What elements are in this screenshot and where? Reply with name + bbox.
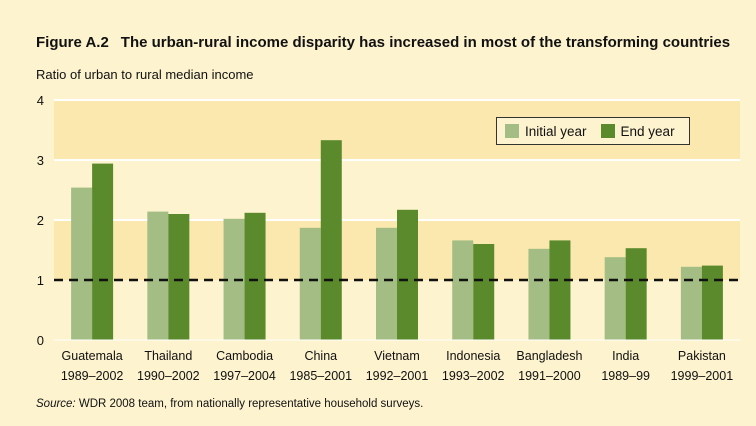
y-tick-label: 1 [37, 273, 44, 288]
figure-title: Figure A.2 The urban-rural income dispari… [36, 34, 730, 51]
x-tick-label: China [304, 349, 337, 363]
x-tick-label: Bangladesh [516, 349, 582, 363]
x-tick-period: 1992–2001 [366, 369, 429, 383]
chart-legend: Initial year End year [496, 117, 690, 145]
x-tick-period: 1990–2002 [137, 369, 200, 383]
y-tick-label: 4 [37, 93, 44, 108]
figure-number: Figure A.2 [36, 34, 109, 51]
bar-end-guatemala [92, 163, 114, 340]
x-tick-label: Thailand [144, 349, 192, 363]
bar-initial-pakistan [680, 266, 702, 340]
x-tick-period: 1985–2001 [289, 369, 352, 383]
x-tick-period: 1999–2001 [671, 369, 734, 383]
legend-swatch-end [600, 124, 615, 138]
x-tick-period: 1989–99 [601, 369, 650, 383]
x-tick-label: India [612, 349, 639, 363]
bar-initial-china [299, 227, 321, 340]
source-lead: Source: [36, 398, 76, 410]
legend-label-end: End year [620, 123, 675, 139]
legend-label-initial: Initial year [525, 123, 587, 139]
bar-end-indonesia [473, 244, 495, 340]
bar-initial-india [604, 257, 626, 340]
bar-end-pakistan [701, 265, 723, 340]
x-tick-label: Indonesia [446, 349, 500, 363]
bar-end-thailand [168, 214, 190, 340]
bar-initial-guatemala [71, 187, 93, 340]
source-text: WDR 2008 team, from nationally represent… [75, 398, 424, 410]
bar-initial-bangladesh [528, 248, 550, 340]
bar-initial-indonesia [452, 240, 474, 340]
x-tick-label: Cambodia [216, 349, 273, 363]
y-tick-label: 3 [37, 153, 44, 168]
y-axis-label: Ratio of urban to rural median income [36, 67, 254, 82]
bar-initial-vietnam [376, 227, 397, 340]
y-tick-label: 2 [37, 213, 44, 228]
legend-swatch-initial [505, 124, 519, 138]
bar-end-vietnam [397, 209, 418, 340]
bar-end-india [625, 248, 647, 340]
bar-end-cambodia [244, 212, 266, 340]
figure-title-text: The urban-rural income disparity has inc… [120, 34, 731, 51]
legend-item-end: End year [600, 123, 675, 139]
x-tick-period: 1991–2000 [518, 369, 581, 383]
y-tick-label: 0 [37, 333, 44, 348]
x-tick-period: 1989–2002 [61, 369, 124, 383]
x-tick-label: Pakistan [678, 349, 726, 363]
source-note: Source: WDR 2008 team, from nationally r… [36, 398, 423, 410]
bar-initial-thailand [147, 211, 169, 340]
bar-end-bangladesh [549, 240, 571, 340]
x-tick-label: Guatemala [62, 349, 123, 363]
bar-end-china [320, 140, 342, 340]
legend-item-initial: Initial year [505, 124, 587, 139]
x-tick-period: 1993–2002 [442, 369, 505, 383]
x-tick-label: Vietnam [374, 349, 420, 363]
x-tick-period: 1997–2004 [213, 369, 276, 383]
